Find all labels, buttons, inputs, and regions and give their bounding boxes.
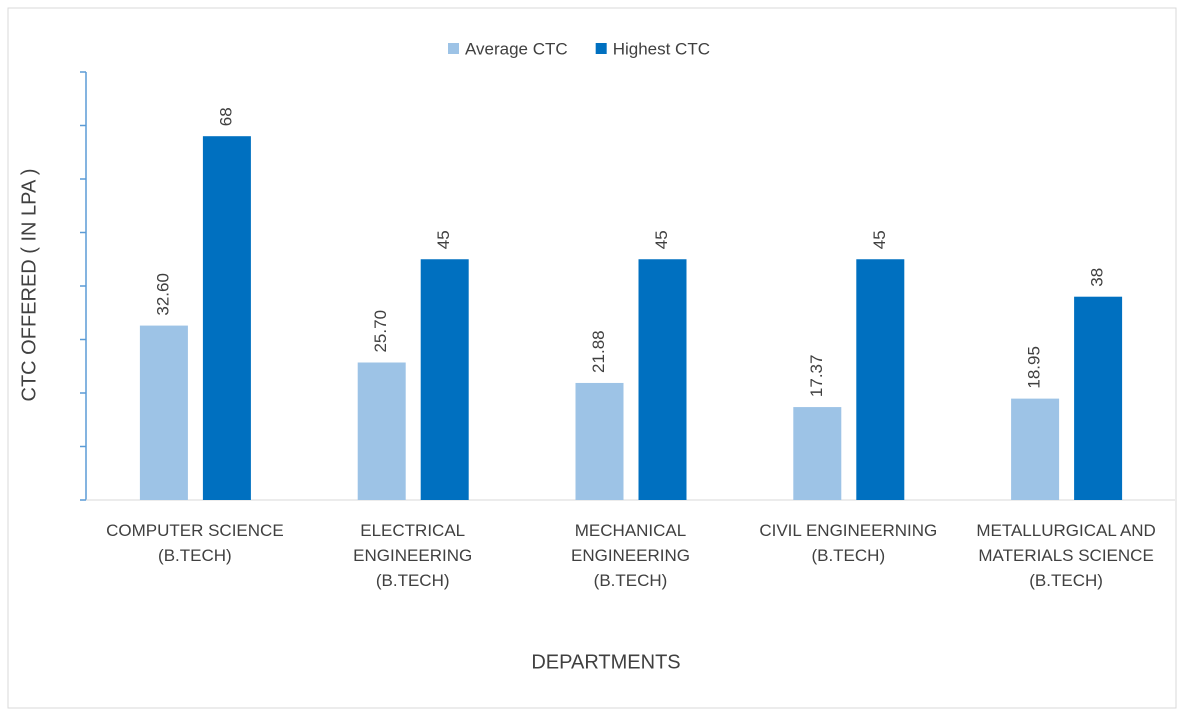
- bar: [856, 259, 905, 500]
- bar: [420, 259, 469, 500]
- x-tick-label: ELECTRICAL ENGINEERING (B.TECH): [353, 521, 473, 590]
- bar: [1011, 398, 1060, 500]
- x-tick-label: METALLURGICAL AND MATERIALS SCIENCE (B.T…: [976, 521, 1156, 590]
- value-label: 17.37: [807, 355, 826, 398]
- value-label: 32.60: [153, 273, 172, 316]
- bar: [357, 362, 406, 500]
- y-axis-title: CTC OFFERED ( IN LPA ): [18, 169, 40, 402]
- bar: [793, 407, 842, 500]
- value-label: 45: [434, 230, 453, 249]
- x-axis-title: DEPARTMENTS: [531, 651, 680, 673]
- legend-swatch: [448, 43, 459, 54]
- x-tick-label: CIVIL ENGINEERNING (B.TECH): [759, 521, 938, 565]
- bar: [575, 382, 624, 500]
- bar: [638, 259, 687, 500]
- value-label: 18.95: [1025, 346, 1044, 389]
- value-label: 45: [870, 230, 889, 249]
- legend-swatch: [595, 43, 607, 54]
- bar: [202, 136, 251, 500]
- value-label: 38: [1088, 268, 1107, 287]
- bar: [1074, 296, 1123, 500]
- legend-label: Highest CTC: [613, 39, 710, 58]
- value-label: 21.88: [589, 330, 608, 373]
- frame: [7, 7, 1177, 709]
- value-label: 68: [216, 107, 235, 126]
- bar: [139, 325, 188, 500]
- value-label: 25.70: [371, 310, 390, 353]
- x-tick-label: COMPUTER SCIENCE (B.TECH): [106, 521, 284, 565]
- legend-label: Average CTC: [465, 39, 568, 58]
- value-label: 45: [652, 230, 671, 249]
- x-tick-label: MECHANICAL ENGINEERING (B.TECH): [570, 521, 691, 590]
